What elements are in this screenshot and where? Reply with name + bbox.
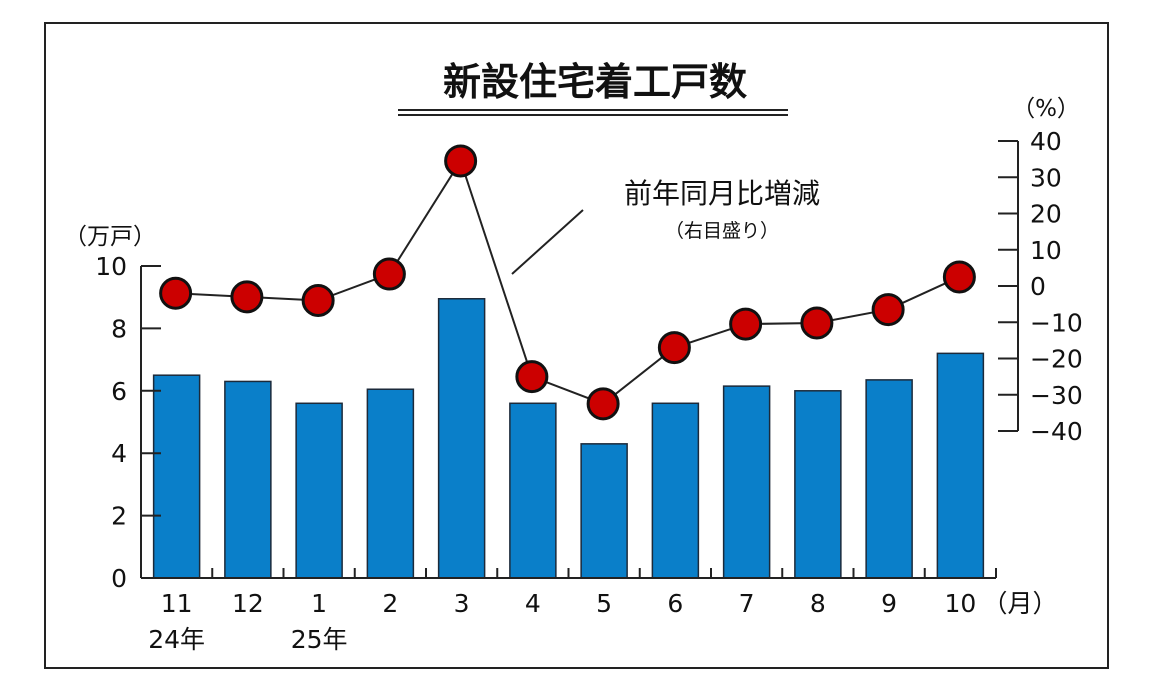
x-tick-label-3: 3: [454, 589, 470, 618]
yoy-point-3: [444, 144, 478, 178]
line-layer: [159, 144, 976, 421]
right-tick-label-3: −10: [1030, 308, 1083, 337]
right-tick-label-0: −40: [1030, 417, 1083, 446]
left-tick-label-0: 0: [111, 564, 127, 593]
bar-3: [437, 298, 486, 579]
bar-11: [152, 374, 201, 579]
bar-12: [224, 380, 272, 579]
left-tick-label-8: 8: [111, 314, 127, 343]
chart-title: 新設住宅着工戸数: [443, 60, 747, 104]
x-tick-label-12: 12: [232, 589, 264, 618]
x-tick-label-2: 2: [382, 589, 398, 618]
left-tick-label-6: 6: [111, 377, 127, 406]
x-tick-label-4: 4: [525, 589, 541, 618]
left-tick-label-4: 4: [111, 439, 127, 468]
x-tick-label-8: 8: [810, 589, 826, 618]
x-axis-unit: （月）: [982, 589, 1057, 618]
bar-7: [722, 385, 771, 579]
line-annotation-main: 前年同月比増減: [624, 177, 820, 210]
line-annotation-sub: （右目盛り）: [665, 220, 779, 242]
yoy-point-7: [729, 307, 763, 341]
year-label-1: 25年: [291, 625, 348, 654]
chart-border: [44, 22, 1109, 669]
right-tick-label-5: 10: [1030, 236, 1062, 265]
bar-2: [366, 388, 415, 579]
yoy-point-11: [159, 276, 193, 310]
bars-layer: [152, 298, 985, 579]
x-tick-label-1: 1: [311, 589, 327, 618]
bar-6: [651, 402, 700, 579]
bar-1: [295, 402, 343, 579]
yoy-point-4: [515, 360, 549, 394]
yoy-point-10: [942, 260, 976, 294]
bar-10: [936, 352, 985, 579]
yoy-point-2: [372, 257, 406, 291]
x-tick-label-6: 6: [667, 589, 683, 618]
x-tick-label-5: 5: [596, 589, 612, 618]
yoy-point-6: [657, 331, 691, 365]
yoy-point-9: [871, 293, 905, 327]
x-tick-label-11: 11: [161, 589, 193, 618]
x-tick-label-9: 9: [881, 589, 897, 618]
left-tick-label-2: 2: [111, 502, 127, 531]
right-axis-unit: （%）: [1012, 96, 1080, 122]
yoy-point-1: [301, 284, 335, 317]
yoy-point-8: [800, 306, 834, 340]
bar-9: [865, 379, 913, 579]
yoy-point-12: [230, 280, 264, 314]
right-tick-label-4: 0: [1030, 272, 1046, 301]
annotation-leader: [511, 209, 584, 275]
right-tick-label-7: 30: [1030, 163, 1062, 192]
year-label-0: 24年: [148, 625, 205, 654]
bar-8: [794, 390, 842, 579]
right-tick-label-2: −20: [1030, 345, 1083, 374]
yoy-point-5: [586, 387, 620, 421]
x-tick-label-7: 7: [739, 589, 755, 618]
x-tick-label-10: 10: [944, 589, 976, 618]
left-axis-unit: （万戸）: [64, 224, 156, 250]
bar-4: [509, 402, 557, 579]
right-tick-label-8: 40: [1030, 127, 1062, 156]
bar-5: [580, 443, 628, 579]
right-tick-label-1: −30: [1030, 381, 1083, 410]
right-tick-label-6: 20: [1030, 200, 1062, 229]
left-tick-label-10: 10: [95, 252, 127, 281]
